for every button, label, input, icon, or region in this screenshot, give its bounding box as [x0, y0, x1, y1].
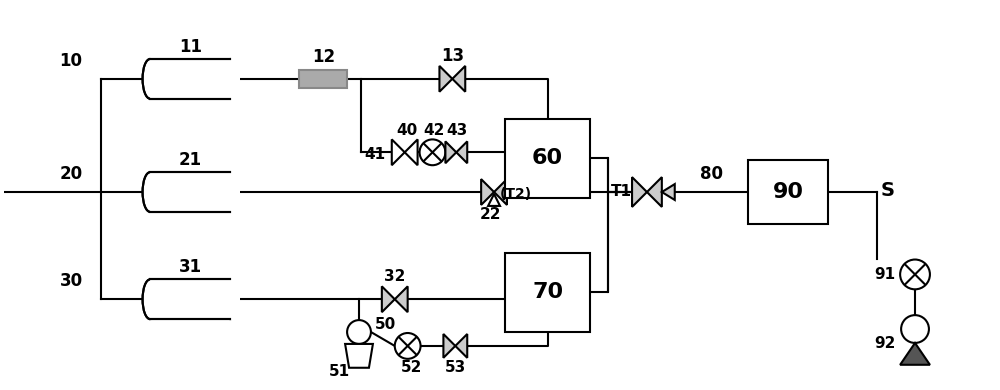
Text: 11: 11 [179, 38, 202, 56]
Circle shape [395, 333, 421, 359]
Polygon shape [662, 184, 675, 200]
Text: 60: 60 [532, 148, 563, 168]
Bar [150, 172, 230, 212]
Text: 52: 52 [401, 360, 422, 375]
Polygon shape [382, 286, 395, 312]
Polygon shape [439, 66, 452, 92]
Bar [150, 59, 230, 99]
Bar [150, 171, 240, 213]
Polygon shape [345, 344, 373, 368]
Polygon shape [647, 177, 662, 207]
Text: 91: 91 [875, 267, 896, 282]
Text: 31: 31 [179, 259, 202, 277]
Text: 53: 53 [445, 360, 466, 375]
Circle shape [347, 320, 371, 344]
Text: 51: 51 [329, 364, 350, 379]
Bar [299, 70, 347, 88]
Bar [505, 119, 590, 198]
Ellipse shape [223, 172, 238, 212]
Text: (T2): (T2) [500, 187, 532, 201]
Ellipse shape [143, 59, 158, 99]
Polygon shape [494, 179, 507, 205]
Text: 42: 42 [424, 123, 445, 138]
Polygon shape [445, 142, 456, 163]
Text: 20: 20 [60, 165, 83, 183]
Text: 41: 41 [364, 147, 385, 162]
Text: 30: 30 [60, 272, 83, 291]
Ellipse shape [223, 279, 238, 319]
Text: T1: T1 [611, 184, 632, 199]
Bar [150, 278, 240, 320]
Polygon shape [900, 343, 930, 365]
Text: S: S [880, 181, 894, 200]
Polygon shape [405, 139, 418, 165]
Polygon shape [392, 139, 405, 165]
Bar [150, 279, 230, 319]
Text: 22: 22 [479, 207, 501, 222]
Bar [748, 160, 828, 224]
Text: 50: 50 [375, 317, 396, 332]
Text: 40: 40 [396, 123, 417, 138]
Ellipse shape [143, 279, 158, 319]
Circle shape [420, 139, 445, 165]
Text: 80: 80 [700, 165, 723, 183]
Polygon shape [455, 334, 467, 358]
Text: 70: 70 [532, 282, 563, 302]
Text: 43: 43 [447, 123, 468, 138]
Polygon shape [481, 179, 494, 205]
Bar [150, 58, 240, 100]
Text: 12: 12 [312, 48, 335, 66]
Text: 10: 10 [60, 52, 83, 70]
Circle shape [901, 315, 929, 343]
Text: 21: 21 [179, 151, 202, 169]
Text: 90: 90 [772, 182, 803, 202]
Circle shape [900, 259, 930, 289]
Text: 92: 92 [875, 337, 896, 351]
Polygon shape [395, 286, 408, 312]
Text: 13: 13 [441, 47, 464, 65]
Text: 32: 32 [384, 269, 405, 284]
Polygon shape [632, 177, 647, 207]
Polygon shape [456, 142, 467, 163]
Polygon shape [443, 334, 455, 358]
Polygon shape [488, 194, 500, 206]
Ellipse shape [223, 59, 238, 99]
Bar [505, 253, 590, 332]
Ellipse shape [143, 172, 158, 212]
Polygon shape [452, 66, 465, 92]
